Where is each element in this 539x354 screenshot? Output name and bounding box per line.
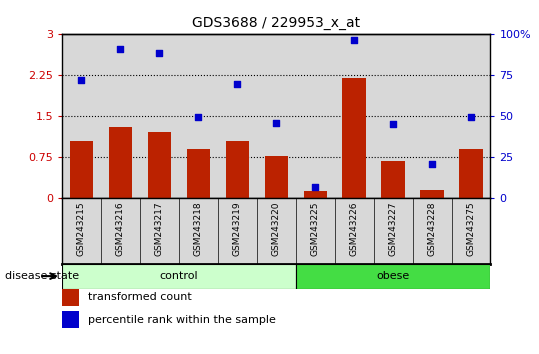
FancyBboxPatch shape (296, 264, 490, 289)
Text: GSM243225: GSM243225 (310, 201, 320, 256)
Bar (420, 190, 444, 198)
Text: GSM243218: GSM243218 (194, 201, 203, 256)
Bar (342, 78, 366, 198)
Point (116, 46, 125, 52)
Bar (148, 132, 171, 198)
Bar (303, 191, 327, 198)
Bar (186, 149, 210, 198)
Point (311, 184, 320, 190)
Text: GSM243215: GSM243215 (77, 201, 86, 256)
Point (77, 78, 86, 83)
Text: GSM243219: GSM243219 (233, 201, 242, 256)
Bar (265, 156, 288, 198)
Text: GSM243275: GSM243275 (467, 201, 475, 256)
Bar (70, 141, 93, 198)
Point (350, 38, 358, 43)
Text: disease state: disease state (5, 271, 80, 281)
Text: obese: obese (376, 271, 410, 281)
Point (428, 161, 437, 167)
Point (194, 114, 203, 120)
Point (389, 121, 397, 127)
Text: GSM243227: GSM243227 (389, 201, 398, 256)
Bar (62, 311, 79, 328)
Text: GSM243217: GSM243217 (155, 201, 164, 256)
Point (467, 114, 475, 120)
Bar (109, 127, 132, 198)
Text: GSM243216: GSM243216 (116, 201, 125, 256)
Point (155, 50, 164, 56)
Text: GSM243228: GSM243228 (427, 201, 437, 256)
Point (233, 81, 241, 87)
Bar (382, 161, 405, 198)
Bar (62, 289, 79, 306)
Text: percentile rank within the sample: percentile rank within the sample (88, 315, 275, 325)
Title: GDS3688 / 229953_x_at: GDS3688 / 229953_x_at (192, 16, 360, 30)
Text: transformed count: transformed count (88, 292, 191, 302)
Bar (226, 141, 249, 198)
Text: GSM243226: GSM243226 (350, 201, 358, 256)
Text: control: control (160, 271, 198, 281)
Bar (459, 149, 483, 198)
Text: GSM243220: GSM243220 (272, 201, 281, 256)
FancyBboxPatch shape (62, 264, 296, 289)
Point (272, 120, 280, 125)
